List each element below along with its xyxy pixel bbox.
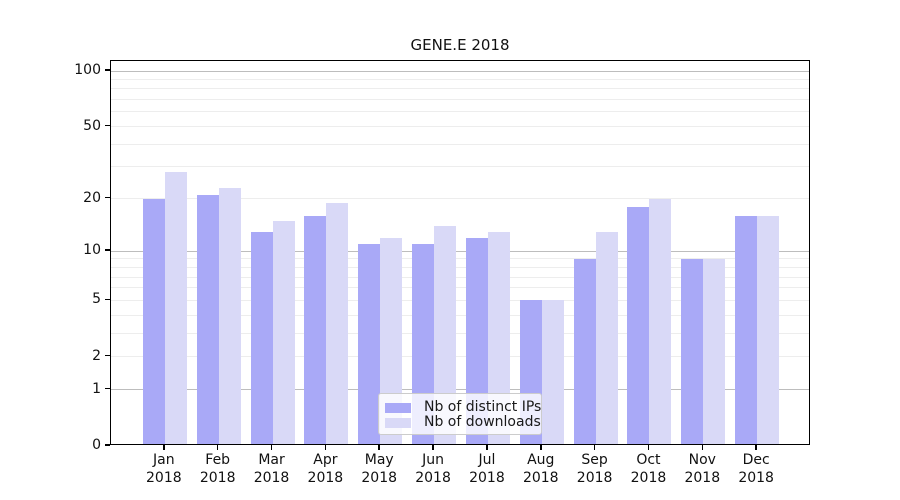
gridline-minor [111, 78, 809, 80]
gridline-major [111, 389, 809, 391]
bar-distinct-ips-mar [250, 231, 273, 445]
x-tick-mark [324, 445, 327, 450]
bar-downloads-aug [541, 300, 564, 445]
x-tick-mark [432, 445, 434, 450]
x-tick-label-apr: Apr 2018 [307, 452, 344, 486]
y-tick-label: 100 [74, 62, 101, 78]
gridline-minor [111, 266, 809, 268]
y-tick-mark [105, 298, 110, 301]
gridline-minor [111, 198, 809, 200]
gridline-minor [111, 143, 809, 145]
y-tick-label: 20 [83, 189, 101, 206]
plot-area [110, 60, 810, 445]
y-tick-mark [105, 249, 110, 251]
y-tick-label: 10 [83, 242, 101, 259]
bar-distinct-ips-feb [196, 194, 219, 445]
x-tick-label-nov: Nov 2018 [684, 452, 721, 486]
gridline-minor [111, 276, 809, 278]
y-tick-label: 5 [92, 291, 101, 308]
x-tick-mark [647, 445, 650, 450]
x-tick-mark [540, 445, 542, 450]
x-tick-label-jan: Jan 2018 [146, 452, 182, 486]
bar-downloads-sep [595, 231, 618, 445]
legend: Nb of distinct IPs Nb of downloads [378, 393, 542, 435]
bar-downloads-dec [757, 215, 780, 445]
gridline-major [111, 250, 809, 252]
y-tick-mark [105, 444, 110, 446]
bar-downloads-feb [218, 187, 241, 445]
x-tick-mark [755, 445, 757, 450]
bar-distinct-ips-apr [304, 215, 327, 445]
x-tick-label-mar: Mar 2018 [253, 452, 290, 486]
x-tick-mark [378, 445, 380, 450]
bar-downloads-oct [649, 198, 672, 445]
chart-title: GENE.E 2018 [410, 36, 510, 54]
y-tick-mark [105, 354, 110, 357]
legend-item-distinct-ips: Nb of distinct IPs [385, 400, 541, 415]
x-tick-mark [593, 445, 596, 450]
bar-distinct-ips-jan [142, 198, 165, 445]
x-tick-label-jul: Jul 2018 [469, 452, 505, 486]
x-tick-label-oct: Oct 2018 [630, 452, 667, 486]
bar-distinct-ips-jul [465, 237, 488, 445]
bar-distinct-ips-nov [681, 258, 704, 445]
legend-item-downloads: Nb of downloads [385, 415, 541, 430]
gridline-minor [111, 166, 809, 168]
y-tick-mark [105, 196, 110, 199]
bar-distinct-ips-may [358, 244, 381, 445]
y-tick-label: 2 [92, 347, 101, 364]
y-tick-mark [105, 69, 110, 71]
gridline-minor [111, 314, 809, 316]
bar-distinct-ips-dec [735, 215, 758, 445]
legend-swatch-downloads [385, 417, 411, 428]
gridline-minor [111, 99, 809, 101]
gridline-minor [111, 332, 809, 334]
bar-distinct-ips-oct [627, 206, 650, 445]
bar-downloads-may [380, 237, 403, 445]
gridline-minor [111, 111, 809, 113]
y-tick-label: 50 [83, 117, 101, 134]
x-tick-label-aug: Aug 2018 [522, 452, 559, 486]
x-tick-label-sep: Sep 2018 [576, 452, 613, 486]
bar-downloads-apr [326, 202, 349, 445]
bar-downloads-mar [272, 220, 295, 445]
gridline-minor [111, 88, 809, 90]
gridline-minor [111, 299, 809, 301]
bar-distinct-ips-sep [573, 258, 596, 445]
x-tick-mark [270, 445, 273, 450]
gridline-major [111, 70, 809, 72]
bar-downloads-jan [164, 172, 187, 445]
legend-label-distinct-ips: Nb of distinct IPs [424, 399, 542, 415]
x-tick-label-may: May 2018 [361, 452, 398, 486]
y-tick-label: 1 [92, 380, 101, 397]
y-tick-label: 0 [92, 437, 101, 453]
x-tick-mark [701, 445, 704, 450]
bar-downloads-jun [434, 225, 457, 445]
legend-label-downloads: Nb of downloads [424, 414, 541, 430]
gridline-minor [111, 126, 809, 128]
x-tick-label-dec: Dec 2018 [738, 452, 774, 486]
y-tick-mark [105, 387, 110, 390]
gridline-minor [111, 356, 809, 358]
y-tick-mark [105, 124, 110, 127]
x-tick-mark [216, 445, 219, 450]
gridline-minor [111, 287, 809, 289]
x-tick-mark [163, 445, 165, 450]
x-tick-label-feb: Feb 2018 [199, 452, 236, 486]
gridline-minor [111, 258, 809, 260]
x-tick-label-jun: Jun 2018 [415, 452, 451, 486]
bar-downloads-nov [703, 258, 726, 445]
legend-swatch-distinct-ips [385, 402, 411, 413]
bar-downloads-jul [487, 231, 510, 445]
x-tick-mark [486, 445, 488, 450]
